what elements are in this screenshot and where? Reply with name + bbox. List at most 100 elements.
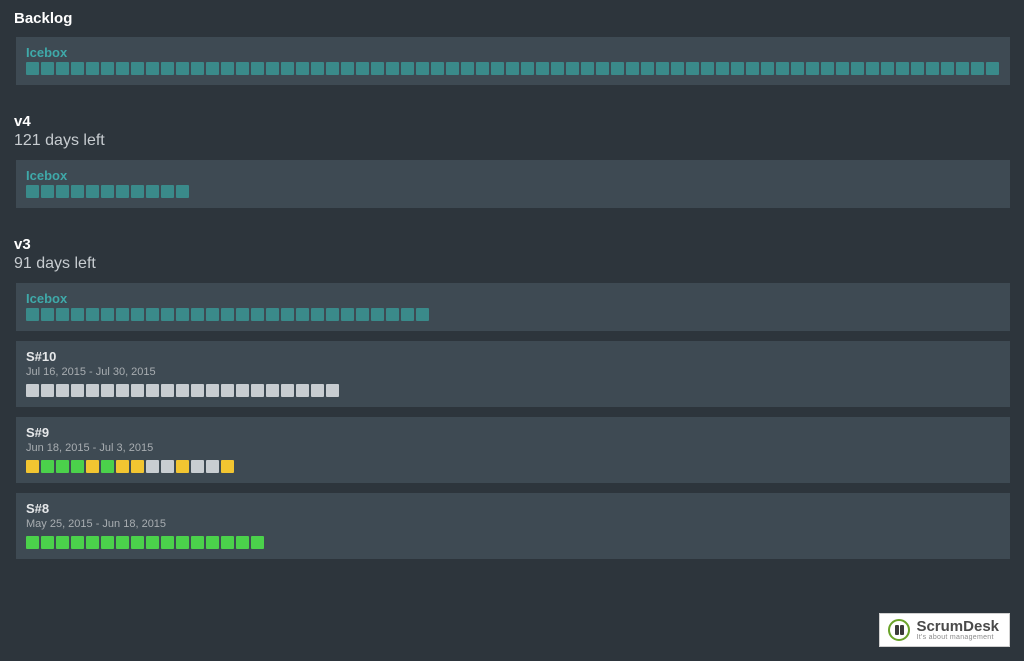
story-card[interactable] [911,62,924,75]
story-card[interactable] [386,308,399,321]
story-card[interactable] [206,308,219,321]
story-card[interactable] [26,308,39,321]
story-card[interactable] [236,384,249,397]
story-card[interactable] [86,185,99,198]
story-card[interactable] [56,384,69,397]
story-card[interactable] [266,308,279,321]
story-card[interactable] [101,536,114,549]
story-card[interactable] [266,62,279,75]
story-card[interactable] [116,460,129,473]
story-card[interactable] [86,62,99,75]
story-card[interactable] [296,62,309,75]
story-card[interactable] [41,460,54,473]
story-card[interactable] [401,62,414,75]
story-card[interactable] [221,62,234,75]
story-card[interactable] [161,384,174,397]
story-card[interactable] [86,460,99,473]
story-card[interactable] [116,384,129,397]
story-card[interactable] [371,62,384,75]
story-card[interactable] [191,62,204,75]
story-card[interactable] [611,62,624,75]
story-card[interactable] [71,460,84,473]
story-card[interactable] [341,308,354,321]
story-card[interactable] [221,460,234,473]
story-card[interactable] [536,62,549,75]
story-card[interactable] [986,62,999,75]
story-card[interactable] [281,384,294,397]
story-card[interactable] [776,62,789,75]
story-card[interactable] [101,384,114,397]
story-card[interactable] [686,62,699,75]
story-card[interactable] [221,308,234,321]
lane[interactable]: Icebox [16,160,1010,208]
story-card[interactable] [761,62,774,75]
story-card[interactable] [71,536,84,549]
story-card[interactable] [131,460,144,473]
story-card[interactable] [791,62,804,75]
story-card[interactable] [926,62,939,75]
story-card[interactable] [101,62,114,75]
story-card[interactable] [146,384,159,397]
story-card[interactable] [191,536,204,549]
story-card[interactable] [896,62,909,75]
story-card[interactable] [161,536,174,549]
story-card[interactable] [26,536,39,549]
lane[interactable]: Icebox [16,37,1010,85]
story-card[interactable] [26,62,39,75]
story-card[interactable] [116,185,129,198]
story-card[interactable] [596,62,609,75]
story-card[interactable] [41,62,54,75]
story-card[interactable] [956,62,969,75]
story-card[interactable] [56,460,69,473]
story-card[interactable] [236,62,249,75]
story-card[interactable] [821,62,834,75]
story-card[interactable] [101,308,114,321]
story-card[interactable] [71,62,84,75]
story-card[interactable] [626,62,639,75]
story-card[interactable] [116,62,129,75]
story-card[interactable] [326,308,339,321]
story-card[interactable] [281,308,294,321]
story-card[interactable] [131,62,144,75]
story-card[interactable] [656,62,669,75]
story-card[interactable] [746,62,759,75]
story-card[interactable] [221,384,234,397]
story-card[interactable] [71,384,84,397]
story-card[interactable] [311,62,324,75]
story-card[interactable] [191,460,204,473]
lane[interactable]: Icebox [16,283,1010,331]
story-card[interactable] [146,62,159,75]
story-card[interactable] [356,308,369,321]
story-card[interactable] [281,62,294,75]
story-card[interactable] [431,62,444,75]
story-card[interactable] [326,62,339,75]
story-card[interactable] [866,62,879,75]
story-card[interactable] [251,536,264,549]
story-card[interactable] [161,185,174,198]
story-card[interactable] [476,62,489,75]
story-card[interactable] [56,62,69,75]
story-card[interactable] [56,185,69,198]
story-card[interactable] [461,62,474,75]
story-card[interactable] [506,62,519,75]
story-card[interactable] [266,384,279,397]
story-card[interactable] [161,62,174,75]
lane[interactable]: S#8May 25, 2015 - Jun 18, 2015 [16,493,1010,559]
story-card[interactable] [41,536,54,549]
story-card[interactable] [371,308,384,321]
story-card[interactable] [251,308,264,321]
story-card[interactable] [941,62,954,75]
story-card[interactable] [401,308,414,321]
story-card[interactable] [716,62,729,75]
story-card[interactable] [191,384,204,397]
story-card[interactable] [176,62,189,75]
story-card[interactable] [161,460,174,473]
story-card[interactable] [146,536,159,549]
story-card[interactable] [131,308,144,321]
story-card[interactable] [86,308,99,321]
story-card[interactable] [326,384,339,397]
lane[interactable]: S#9Jun 18, 2015 - Jul 3, 2015 [16,417,1010,483]
story-card[interactable] [251,384,264,397]
story-card[interactable] [341,62,354,75]
lane[interactable]: S#10Jul 16, 2015 - Jul 30, 2015 [16,341,1010,407]
